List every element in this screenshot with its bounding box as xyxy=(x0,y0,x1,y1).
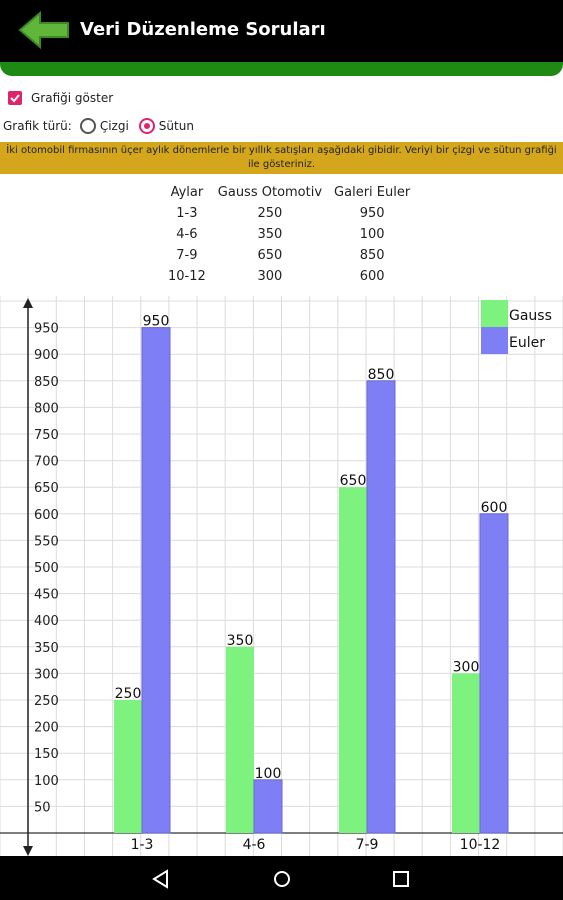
data-label: 350 xyxy=(227,633,254,649)
y-tick-label: 850 xyxy=(34,375,59,390)
y-tick-label: 750 xyxy=(34,428,59,443)
bar-gauss xyxy=(114,700,142,833)
table-cell: 100 xyxy=(359,227,385,242)
y-tick-label: 500 xyxy=(34,561,59,576)
radio-bar-circle[interactable] xyxy=(138,118,155,134)
x-tick-label: 1-3 xyxy=(131,837,154,853)
table-header: Aylar xyxy=(170,185,204,200)
back-button[interactable] xyxy=(18,10,72,50)
data-label: 850 xyxy=(368,367,395,383)
data-label: 600 xyxy=(481,500,508,516)
table-cell: 850 xyxy=(359,248,385,263)
page-title: Veri Düzenleme Soruları xyxy=(80,19,326,40)
y-tick-label: 300 xyxy=(34,667,59,682)
bar-euler xyxy=(366,380,396,834)
bar-euler xyxy=(479,513,509,834)
x-tick-label: 10-12 xyxy=(460,837,501,853)
y-tick-label: 250 xyxy=(34,694,59,709)
x-tick-label: 4-6 xyxy=(243,837,266,853)
table-header: Galeri Euler xyxy=(334,185,411,200)
app-bar: Veri Düzenleme Soruları xyxy=(0,0,563,62)
show-chart-row[interactable]: Grafiği göster xyxy=(8,89,113,107)
table-cell: 4-6 xyxy=(176,227,198,242)
chart-type-row: Grafik türü: Çizgi Sütun xyxy=(3,116,194,136)
legend-label: Gauss xyxy=(509,308,552,324)
x-tick-label: 7-9 xyxy=(356,837,379,853)
chart-type-label: Grafik türü: xyxy=(3,119,72,133)
home-icon xyxy=(274,871,290,887)
back-icon xyxy=(152,869,168,889)
checkmark-icon xyxy=(10,94,20,103)
radio-line-label: Çizgi xyxy=(99,119,129,133)
table-row: 4-6 350 100 xyxy=(162,224,416,245)
radio-bar[interactable]: Sütun xyxy=(138,118,194,134)
y-tick-label: 800 xyxy=(34,401,59,416)
bar-chart: 50 100 150 200 250 300 350 400 450 500 550 600 650 70… xyxy=(0,296,563,856)
show-chart-label: Grafiği göster xyxy=(31,91,114,105)
table-row: 1-3 250 950 xyxy=(162,203,416,224)
show-chart-checkbox[interactable] xyxy=(8,91,22,105)
table-cell: 950 xyxy=(359,206,385,221)
data-label: 250 xyxy=(115,686,142,702)
back-arrow-icon xyxy=(18,10,69,50)
system-nav-bar xyxy=(0,856,563,900)
table-row: 7-9 650 850 xyxy=(162,245,416,266)
y-axis-arrow-down xyxy=(23,846,33,856)
radio-bar-label: Sütun xyxy=(158,119,194,133)
bar-euler xyxy=(253,779,283,834)
data-label: 650 xyxy=(340,473,367,489)
recents-icon xyxy=(393,871,409,887)
table-cell: 7-9 xyxy=(176,248,198,263)
data-table: Aylar Gauss Otomotiv Galeri Euler 1-3 25… xyxy=(162,182,416,287)
y-tick-label: 700 xyxy=(34,455,59,470)
data-label: 950 xyxy=(143,314,170,330)
data-label: 100 xyxy=(255,766,282,782)
y-tick-label: 450 xyxy=(34,588,59,603)
legend-swatch-euler xyxy=(481,327,508,354)
y-tick-label: 50 xyxy=(34,800,51,815)
nav-recents-button[interactable] xyxy=(390,868,412,890)
legend-label: Euler xyxy=(509,335,545,351)
table-cell: 350 xyxy=(257,227,283,242)
table-cell: 600 xyxy=(359,269,385,284)
y-tick-label: 200 xyxy=(34,721,59,736)
y-axis-arrow-up xyxy=(23,298,33,308)
bar-gauss xyxy=(339,487,367,833)
table-cell: 10-12 xyxy=(168,269,206,284)
y-tick-label: 900 xyxy=(34,348,59,363)
y-tick-label: 350 xyxy=(34,641,59,656)
table-cell: 250 xyxy=(257,206,283,221)
y-tick-label: 400 xyxy=(34,614,59,629)
y-tick-label: 650 xyxy=(34,481,59,496)
bar-gauss xyxy=(452,673,480,833)
y-tick-label: 100 xyxy=(34,774,59,789)
y-tick-label: 550 xyxy=(34,534,59,549)
y-tick-label: 150 xyxy=(34,747,59,762)
data-label: 300 xyxy=(453,659,480,675)
table-header: Gauss Otomotiv xyxy=(217,185,323,200)
nav-back-button[interactable] xyxy=(150,868,172,890)
header-accent-bar xyxy=(0,62,563,76)
table-header-row: Aylar Gauss Otomotiv Galeri Euler xyxy=(162,182,416,203)
problem-banner: İki otomobil firmasının üçer aylık dönem… xyxy=(0,142,563,174)
table-cell: 650 xyxy=(257,248,283,263)
radio-line-circle[interactable] xyxy=(79,118,96,134)
bar-euler xyxy=(141,327,171,834)
nav-home-button[interactable] xyxy=(271,868,293,890)
table-cell: 300 xyxy=(257,269,283,284)
y-tick-label: 950 xyxy=(34,322,59,337)
y-tick-label: 600 xyxy=(34,508,59,523)
table-cell: 1-3 xyxy=(176,206,198,221)
legend-swatch-gauss xyxy=(481,300,508,327)
table-row: 10-12 300 600 xyxy=(162,266,416,287)
radio-line[interactable]: Çizgi xyxy=(79,118,129,134)
bar-gauss xyxy=(226,646,254,833)
